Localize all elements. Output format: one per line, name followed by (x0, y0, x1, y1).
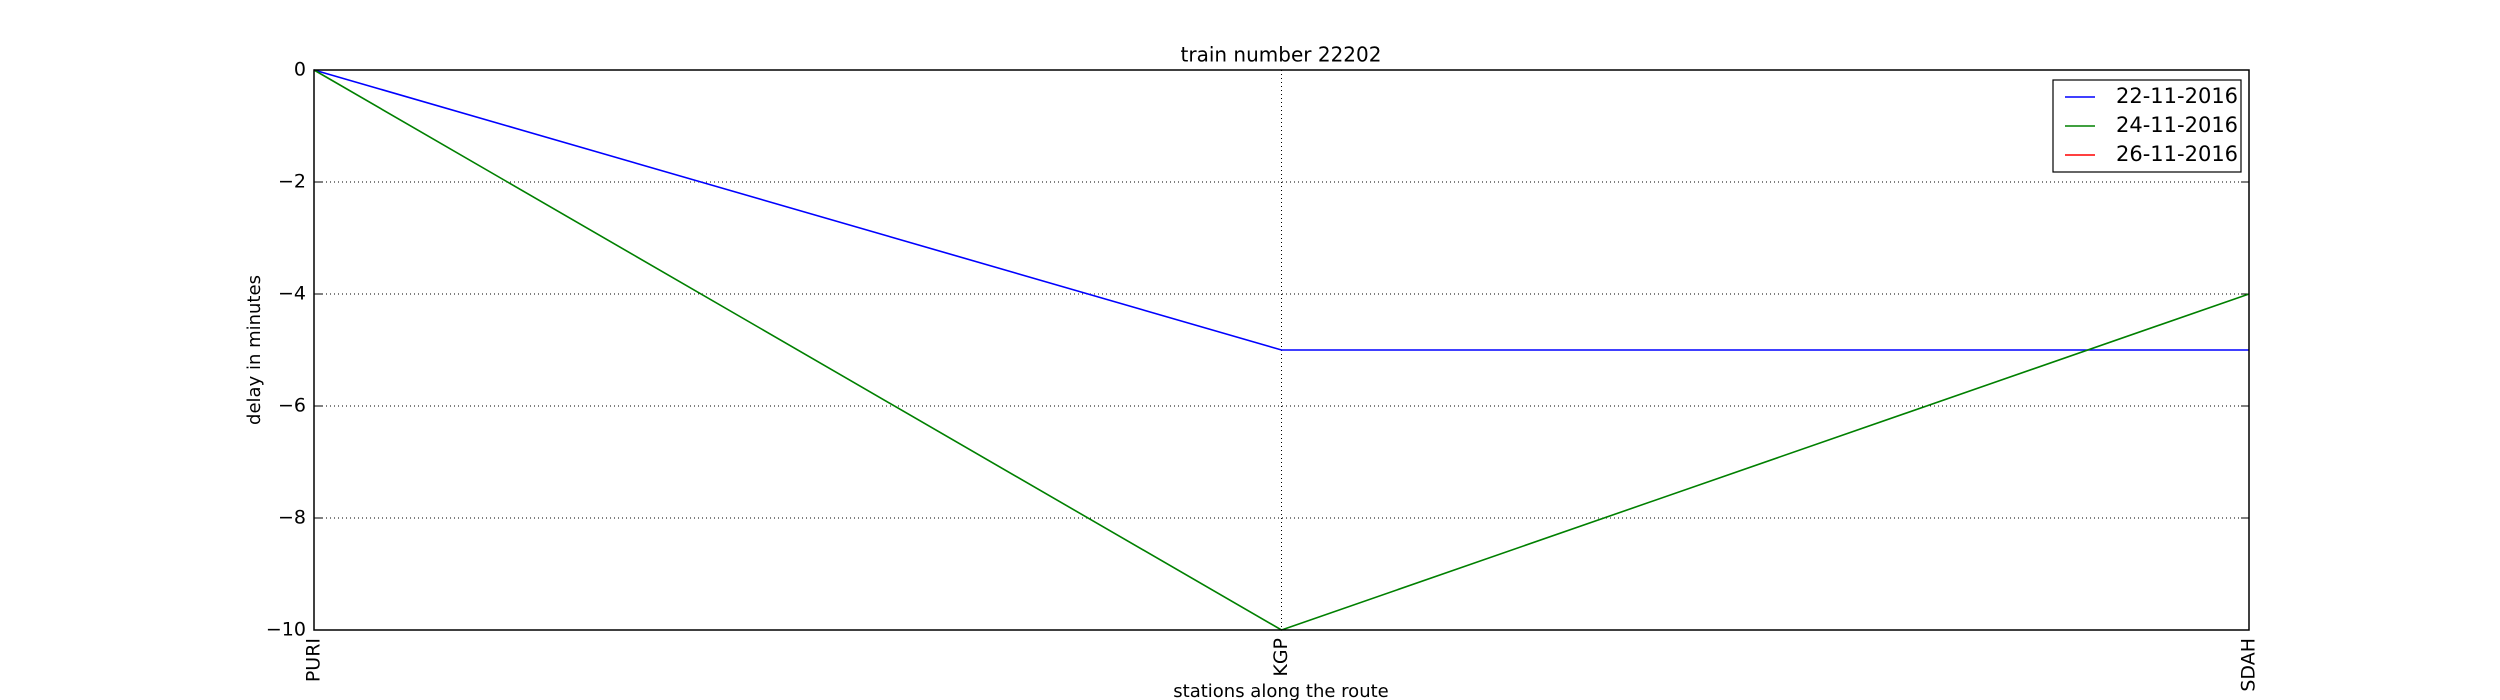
x-tick-label: KGP (1270, 638, 1292, 677)
y-tick-label: −8 (278, 507, 306, 529)
chart-title: train number 22202 (1181, 43, 1382, 67)
legend-label: 26-11-2016 (2116, 142, 2238, 166)
x-tick-label: SDAH (2238, 638, 2260, 692)
series-line (313, 69, 2249, 351)
y-axis-label: delay in minutes (244, 275, 265, 425)
legend-label: 24-11-2016 (2116, 113, 2238, 137)
x-axis-label: stations along the route (1173, 681, 1388, 700)
y-tick-label: −4 (278, 283, 306, 305)
y-tick-label: −10 (266, 619, 306, 641)
y-tick-label: −6 (278, 395, 306, 417)
legend: 22-11-2016 24-11-2016 26-11-2016 (2052, 79, 2242, 173)
legend-label: 22-11-2016 (2116, 84, 2238, 108)
plot-frame (313, 69, 2250, 631)
x-tick-label: PURI (303, 638, 325, 682)
y-tick-label: 0 (294, 59, 306, 81)
y-tick-label: −2 (278, 171, 306, 193)
